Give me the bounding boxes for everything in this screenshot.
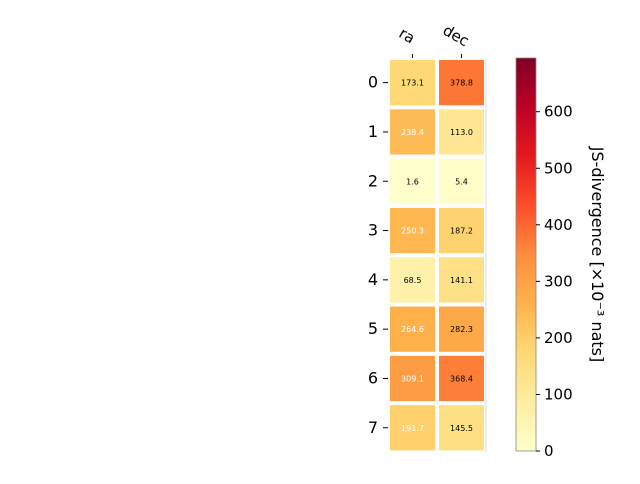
heatmap-cell: [437, 403, 486, 453]
heatmap-cell: [388, 304, 437, 354]
row-label: 7: [368, 418, 378, 437]
row-label: 1: [368, 122, 378, 141]
colorbar-tick-label: 300: [544, 272, 573, 290]
colorbar-tick-label: 100: [544, 385, 573, 403]
heatmap-cells: 173.1 378.8 238.4 113.0 1.6 5.4 250.3 187.2 68.5…: [388, 58, 487, 453]
cell-value-label: 173.1: [401, 79, 424, 88]
cell-value-label: 68.5: [404, 276, 422, 285]
colorbar-label: JS-divergence [×10⁻³ nats]: [588, 146, 607, 362]
row-label: 3: [368, 221, 378, 240]
cell-value-label: 5.4: [455, 177, 468, 186]
colorbar-gradient: [515, 57, 537, 452]
colorbar-tick-label: 0: [544, 442, 554, 460]
cell-value-label: 113.0: [450, 128, 473, 137]
heatmap-cell: [437, 58, 486, 108]
cell-value-label: 145.5: [450, 424, 473, 433]
column-label: ra: [396, 24, 418, 47]
heatmap-cell: [437, 205, 486, 256]
heatmap-cell: [388, 156, 437, 206]
row-label: 0: [368, 73, 378, 92]
cell-value-label: 187.2: [450, 227, 473, 236]
cell-value-label: 250.3: [401, 227, 424, 236]
column-label: dec: [440, 21, 472, 50]
cell-value-label: 309.1: [401, 374, 424, 383]
colorbar-tick-label: 200: [544, 329, 573, 347]
colorbar: 0 100 200 300 400 500 600 JS-divergence [×10⁻³ …: [515, 57, 607, 460]
heatmap-cell: [437, 156, 486, 206]
cell-value-label: 378.8: [450, 79, 473, 88]
heatmap-cell: [388, 58, 437, 108]
cell-value-label: 141.1: [450, 276, 473, 285]
heatmap-cell: [388, 107, 437, 157]
row-label: 2: [368, 171, 378, 190]
column-labels: ra dec: [396, 21, 472, 58]
heatmap-cell: [437, 353, 486, 404]
heatmap-cell: [388, 353, 437, 404]
heatmap-cell: [388, 255, 437, 305]
row-labels: 0 1 2 3 4 5 6 7: [368, 73, 388, 437]
heatmap-cell: [437, 304, 486, 354]
row-label: 4: [368, 270, 378, 289]
row-label: 6: [368, 368, 378, 387]
heatmap-cell: [388, 403, 437, 453]
colorbar-tick-label: 600: [544, 103, 573, 121]
heatmap-cell: [437, 255, 486, 305]
cell-value-label: 264.6: [401, 325, 424, 334]
colorbar-tick-label: 400: [544, 216, 573, 234]
cell-value-label: 191.7: [401, 424, 424, 433]
heatmap-cell: [437, 107, 486, 157]
cell-value-label: 1.6: [406, 177, 419, 186]
heatmap-cell: [388, 205, 437, 256]
cell-value-label: 282.3: [450, 325, 473, 334]
cell-value-label: 238.4: [401, 128, 424, 137]
colorbar-tick-label: 500: [544, 159, 573, 177]
row-label: 5: [368, 319, 378, 338]
cell-value-label: 368.4: [450, 374, 473, 383]
